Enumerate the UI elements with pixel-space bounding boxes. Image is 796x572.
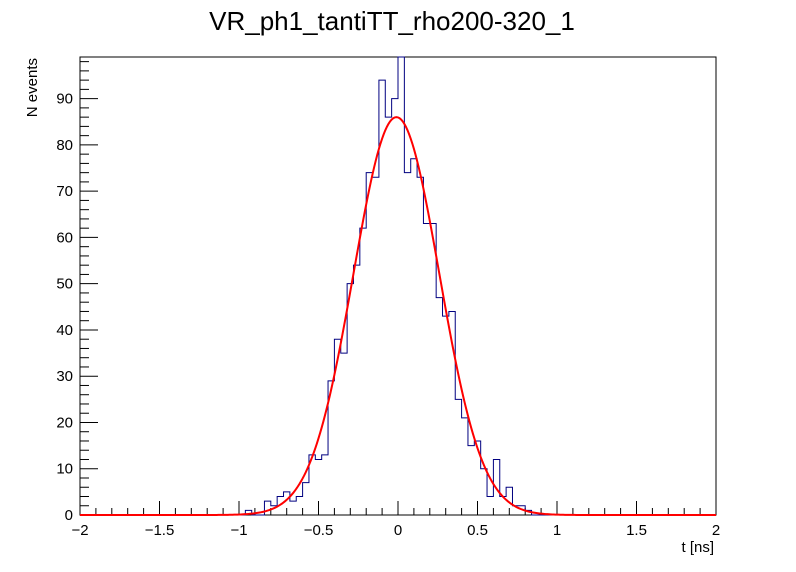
- y-tick-label: 20: [56, 414, 73, 431]
- y-tick-label: 70: [56, 183, 73, 200]
- y-axis-label: N events: [24, 58, 41, 117]
- y-tick-label: 40: [56, 322, 73, 339]
- y-tick-label: 0: [65, 507, 73, 524]
- x-tick-label: 1: [553, 522, 561, 539]
- histogram-series: [80, 56, 716, 516]
- y-tick-labels: 0 10 20 30 40 50 60 70 80 90: [56, 91, 73, 524]
- gaussian-fit-curve: [80, 116, 716, 516]
- y-tick-label: 60: [56, 229, 73, 246]
- y-tick-label: 90: [56, 91, 73, 108]
- x-tick-label: 2: [712, 522, 720, 539]
- x-tick-label: 0: [394, 522, 402, 539]
- x-axis-label: t [ns]: [681, 539, 714, 556]
- x-tick-label: −2: [71, 522, 88, 539]
- x-tick-label: −1: [230, 522, 247, 539]
- y-tick-label: 80: [56, 137, 73, 154]
- y-tick-label: 30: [56, 368, 73, 385]
- x-tick-label: −0.5: [304, 522, 334, 539]
- chart-title: VR_ph1_tantiTT_rho200-320_1: [209, 6, 575, 36]
- x-tick-labels: −2 −1.5 −1 −0.5 0 0.5 1 1.5 2: [71, 522, 720, 539]
- y-tick-label: 10: [56, 461, 73, 478]
- x-tick-label: 0.5: [467, 522, 488, 539]
- axis-ticks: [79, 61, 717, 516]
- x-tick-label: −1.5: [145, 522, 175, 539]
- plot-frame: [79, 56, 717, 516]
- x-tick-label: 1.5: [626, 522, 647, 539]
- y-tick-label: 50: [56, 276, 73, 293]
